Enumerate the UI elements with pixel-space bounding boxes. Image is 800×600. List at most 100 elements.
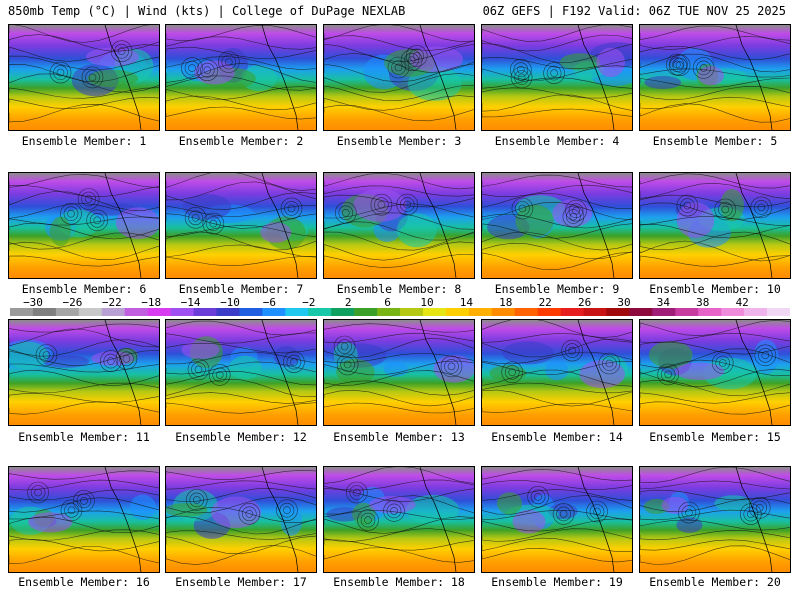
colorbar-swatch [583,308,607,316]
ensemble-member-label: Ensemble Member: 14 [491,430,623,444]
ensemble-map [481,466,633,573]
colorbar-swatch [78,308,103,316]
ensemble-map [8,24,160,131]
ensemble-panel: Ensemble Member: 7 [165,172,317,296]
ensemble-member-label: Ensemble Member: 5 [652,134,778,148]
colorbar-swatch [239,308,263,316]
colorbar-tick-label: 30 [617,296,631,309]
ensemble-panel: Ensemble Member: 6 [8,172,160,296]
ensemble-panel: Ensemble Member: 19 [481,466,633,589]
colorbar-tick-label: −6 [262,296,277,309]
ensemble-map [639,319,791,426]
colorbar-swatch [331,308,355,316]
colorbar-swatch [55,308,80,316]
colorbar-swatch [767,308,790,316]
colorbar-tick-label: 18 [499,296,513,309]
colorbar-tick-label: −10 [220,296,240,309]
colorbar-tick-label: 26 [577,296,592,309]
colorbar-swatch [675,308,699,316]
ensemble-panel: Ensemble Member: 5 [639,24,791,148]
ensemble-map [8,319,160,426]
colorbar-swatch [422,308,447,316]
ensemble-panel: Ensemble Member: 2 [165,24,317,148]
colorbar-tick-label: −2 [302,296,316,309]
colorbar-swatch [377,308,401,316]
colorbar-strip [10,308,790,316]
ensemble-member-label: Ensemble Member: 6 [21,282,147,296]
ensemble-map [639,24,791,131]
colorbar-swatch [652,308,676,316]
ensemble-map [165,466,317,573]
colorbar-swatch [124,308,148,316]
ensemble-panel: Ensemble Member: 10 [639,172,791,296]
colorbar-swatch [445,308,470,316]
colorbar-swatch [744,308,768,316]
colorbar-swatch [308,308,332,316]
colorbar-swatch [514,308,538,316]
ensemble-map [639,466,791,573]
ensemble-member-label: Ensemble Member: 2 [178,134,304,148]
colorbar-tick-label: 6 [384,296,391,309]
ensemble-panel: Ensemble Member: 14 [481,319,633,444]
ensemble-panel: Ensemble Member: 8 [323,172,475,296]
ensemble-panel: Ensemble Member: 9 [481,172,633,296]
ensemble-panel: Ensemble Member: 15 [639,319,791,444]
colorbar-tick-label: −18 [141,296,162,309]
ensemble-map [8,172,160,279]
colorbar-tick-label: 22 [538,296,552,309]
ensemble-map [165,172,317,279]
colorbar-swatch [170,308,194,316]
ensemble-map [323,466,475,573]
ensemble-panel: Ensemble Member: 18 [323,466,475,589]
ensemble-panel: Ensemble Member: 12 [165,319,317,444]
ensemble-panel: Ensemble Member: 16 [8,466,160,589]
colorbar-swatch [606,308,630,316]
colorbar-tick-label: 2 [344,296,352,309]
ensemble-member-label: Ensemble Member: 12 [175,430,307,444]
ensemble-member-label: Ensemble Member: 7 [178,282,304,296]
ensemble-map [323,24,475,131]
colorbar-tick-label: 10 [420,296,434,309]
colorbar-swatch [721,308,745,316]
colorbar-swatch [491,308,515,316]
colorbar-tick-label: 38 [696,296,710,309]
ensemble-panel: Ensemble Member: 11 [8,319,160,444]
colorbar: −30 −26 −22 −18 −14 −10 −6 −2 2 6 10 14 18 22 26 30 34 38… [0,296,800,316]
ensemble-map [481,24,633,131]
colorbar-swatch [400,308,424,316]
colorbar-swatch [354,308,378,316]
ensemble-member-label: Ensemble Member: 8 [336,282,462,296]
ensemble-member-label: Ensemble Member: 3 [336,134,462,148]
colorbar-tick-label: −26 [62,296,83,309]
map-title: 850mb Temp (°C) | Wind (kts) | College o… [8,4,406,18]
run-valid-time: 06Z GEFS | F192 Valid: 06Z TUE NOV 25 20… [482,4,786,18]
ensemble-member-label: Ensemble Member: 18 [333,575,465,589]
ensemble-member-label: Ensemble Member: 17 [175,575,307,589]
colorbar-swatch [147,308,171,316]
colorbar-swatch [216,308,240,316]
colorbar-swatch [468,308,493,316]
colorbar-swatch [10,308,34,316]
colorbar-swatch [629,308,653,316]
colorbar-tick-label: −22 [101,296,122,309]
colorbar-swatch [285,308,309,316]
ensemble-panel: Ensemble Member: 17 [165,466,317,589]
ensemble-member-label: Ensemble Member: 13 [333,430,465,444]
colorbar-swatch [560,308,584,316]
ensemble-map [165,319,317,426]
ensemble-panel: Ensemble Member: 3 [323,24,475,148]
ensemble-map [481,319,633,426]
colorbar-swatch [193,308,217,316]
ensemble-map [323,319,475,426]
ensemble-member-label: Ensemble Member: 9 [494,282,620,296]
colorbar-tick-label: 34 [656,296,671,309]
colorbar-tick-label: 14 [459,296,474,309]
colorbar-swatch [698,308,722,316]
colorbar-tick-label: 42 [735,296,749,309]
ensemble-panel: Ensemble Member: 13 [323,319,475,444]
ensemble-panel: Ensemble Member: 4 [481,24,633,148]
ensemble-member-label: Ensemble Member: 15 [649,430,781,444]
ensemble-member-label: Ensemble Member: 10 [649,282,781,296]
ensemble-map [639,172,791,279]
